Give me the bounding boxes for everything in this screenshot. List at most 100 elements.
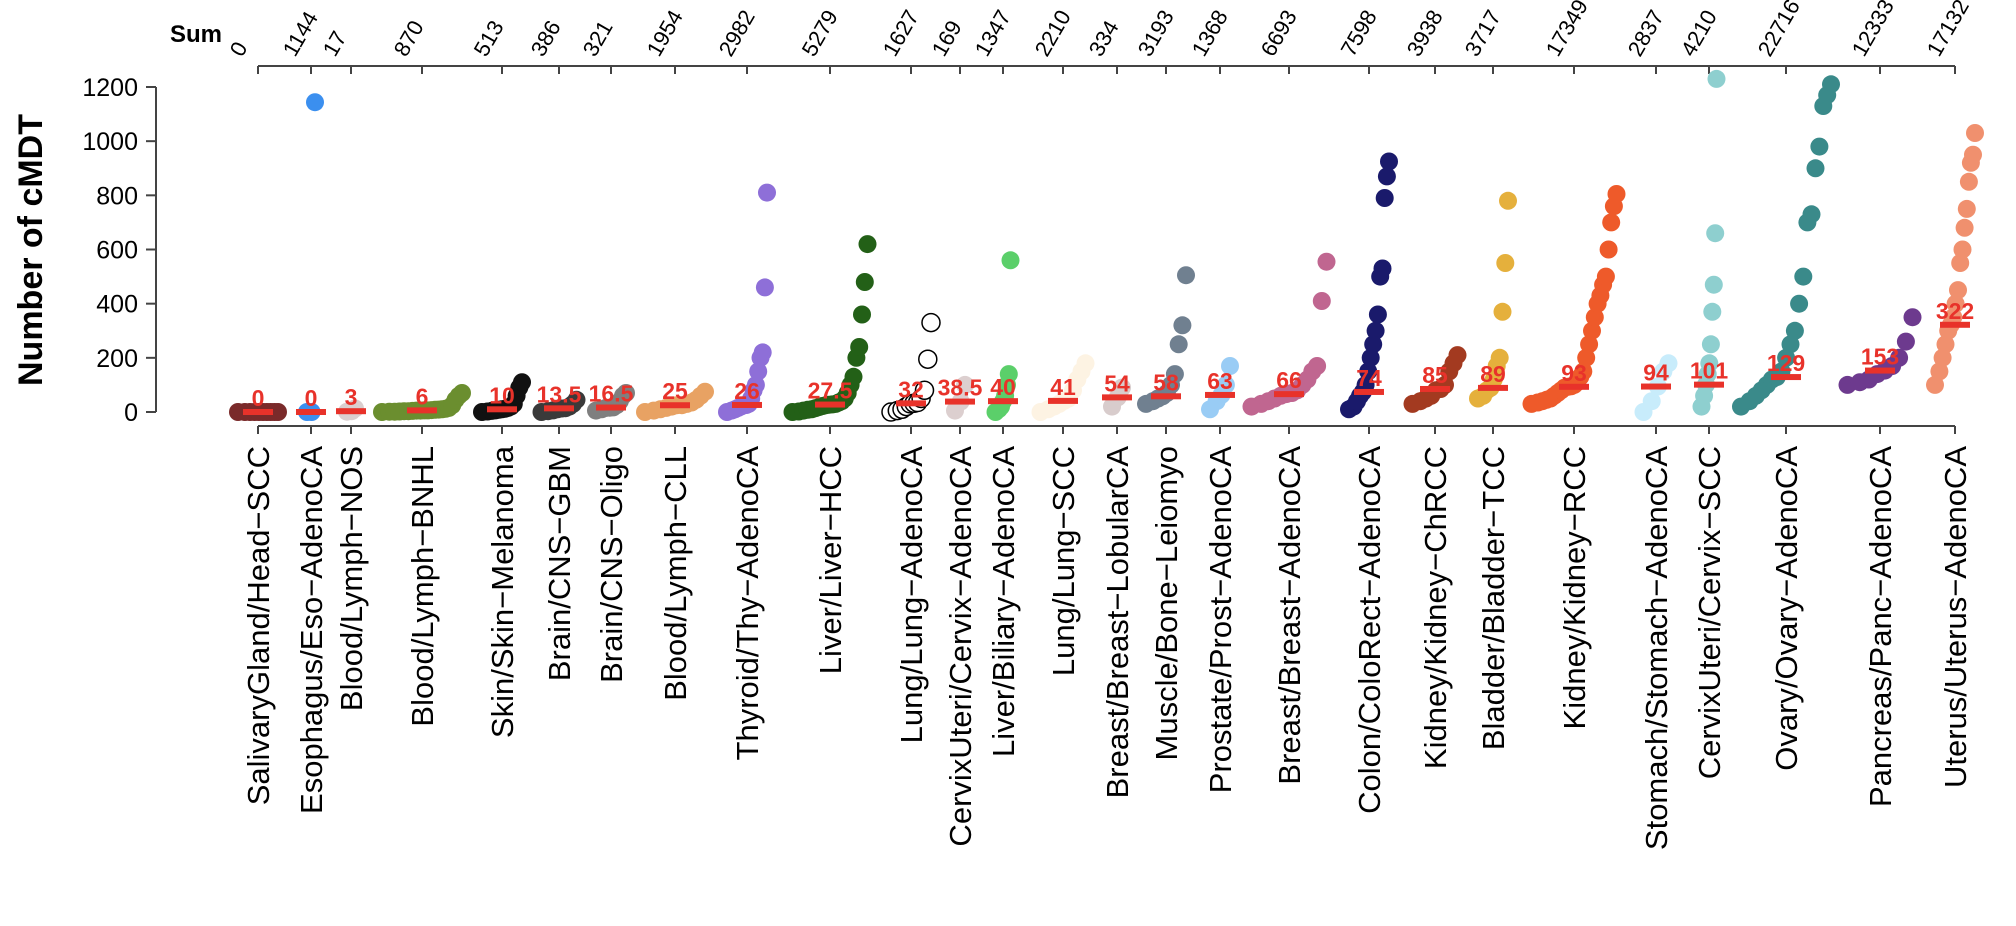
sum-label: 321 — [578, 16, 618, 60]
data-point — [746, 375, 765, 394]
data-point — [1361, 348, 1380, 367]
data-point — [1822, 75, 1840, 94]
group-24: 22716 129 Ovary/Ovary−AdenoCA — [1732, 0, 1840, 771]
data-point — [1574, 362, 1593, 381]
data-point — [1216, 375, 1235, 394]
category-label: Skin/Skin−Melanoma — [485, 445, 520, 738]
group-11: 169 38.5 CervixUteri/Cervix−AdenoCA — [927, 16, 983, 846]
median-label: 153 — [1861, 344, 1899, 370]
category-label: Blood/Lymph−CLL — [658, 446, 693, 701]
data-point — [858, 235, 877, 254]
data-point — [1777, 348, 1796, 367]
group-7: 1954 25 Blood/Lymph−CLL — [636, 6, 714, 701]
data-point — [1221, 357, 1239, 375]
group-8: 2982 26 Thyroid/Thy−AdenoCA — [714, 6, 776, 761]
sum-label: 2210 — [1030, 6, 1076, 61]
median-label: 41 — [1050, 374, 1076, 400]
data-point — [1499, 191, 1517, 210]
sum-label: 6693 — [1256, 6, 1302, 61]
y-tick-label: 0 — [124, 399, 138, 427]
data-point — [1596, 267, 1615, 286]
data-point — [1577, 348, 1596, 367]
category-label: Lung/Lung−SCC — [1046, 446, 1081, 676]
data-point — [1165, 365, 1184, 384]
category-label: Liver/Liver−HCC — [813, 446, 848, 674]
median-bar — [1940, 321, 1970, 328]
category-label: SalivaryGland/Head−SCC — [241, 446, 276, 805]
y-tick-label: 400 — [96, 291, 138, 319]
data-point — [1375, 189, 1394, 207]
y-tick-label: 1000 — [82, 128, 138, 156]
data-point — [1944, 308, 1963, 327]
data-point — [1359, 362, 1378, 381]
data-point — [513, 373, 531, 392]
median-label: 63 — [1207, 368, 1233, 394]
group-26: 17132 322 Uterus/Uterus−AdenoCA — [1922, 0, 1984, 788]
data-point — [1607, 185, 1626, 203]
data-point — [755, 278, 774, 297]
median-bar — [1865, 367, 1895, 374]
sum-label: 1144 — [278, 7, 323, 60]
data-point — [921, 312, 941, 333]
y-tick-label: 600 — [96, 237, 138, 265]
data-point — [1700, 354, 1719, 373]
category-label: Thyroid/Thy−AdenoCA — [730, 446, 765, 761]
category-label: Blood/Lymph−BNHL — [405, 446, 440, 727]
group-17: 6693 66 Breast/Breast−AdenoCA — [1242, 6, 1336, 785]
group-23: 4210 101 CervixUteri/Cervix−SCC — [1676, 6, 1729, 780]
data-point — [1959, 172, 1978, 191]
groups: 0 0 SalivaryGland/Head−SCC 1144 0 Esophagus/E… — [225, 0, 1984, 850]
median-bar — [1478, 384, 1508, 391]
data-point — [1380, 152, 1398, 171]
data-point — [1955, 218, 1974, 237]
data-point — [1448, 346, 1467, 365]
data-point — [749, 362, 768, 381]
data-point — [1785, 321, 1804, 340]
data-point — [1903, 308, 1922, 327]
data-point — [1602, 213, 1621, 232]
median-bar — [1641, 383, 1671, 390]
data-point — [617, 384, 635, 402]
data-point — [918, 349, 938, 369]
category-label: Blood/Lymph−NOS — [334, 446, 369, 711]
data-point — [1781, 335, 1800, 354]
category-label: Esophagus/Eso−AdenoCA — [294, 446, 329, 814]
sum-label: 4210 — [1676, 6, 1722, 61]
median-label: 3 — [345, 384, 358, 410]
median-bar — [487, 406, 517, 413]
category-label: Prostate/Prost−AdenoCA — [1203, 446, 1238, 794]
median-label: 6 — [416, 383, 429, 409]
category-label: Breast/Breast−AdenoCA — [1272, 446, 1307, 785]
median-label: 10 — [489, 382, 515, 408]
median-bar — [896, 400, 926, 407]
data-point — [1810, 137, 1829, 156]
sum-label: 334 — [1084, 16, 1124, 60]
median-label: 0 — [305, 385, 318, 411]
sum-label: 0 — [225, 37, 253, 60]
group-13: 2210 41 Lung/Lung−SCC — [1030, 6, 1095, 676]
median-bar — [1354, 388, 1384, 395]
median-bar — [988, 398, 1018, 405]
median-bar — [1274, 391, 1304, 398]
median-bar — [945, 398, 975, 405]
median-label: 25 — [662, 378, 688, 404]
data-point — [1949, 281, 1967, 300]
median-label: 94 — [1643, 360, 1669, 386]
median-label: 13.5 — [537, 381, 582, 407]
data-point — [453, 384, 471, 402]
category-label: Liver/Biliary−AdenoCA — [986, 446, 1021, 757]
data-point — [1642, 392, 1661, 411]
sum-label: 870 — [389, 16, 429, 60]
data-point — [1113, 378, 1131, 397]
median-bar — [336, 408, 366, 415]
sum-label: 17 — [318, 27, 352, 61]
category-label: Pancreas/Panc−AdenoCA — [1863, 446, 1898, 807]
median-bar — [243, 409, 273, 415]
data-point — [1707, 69, 1726, 88]
data-point — [999, 365, 1018, 384]
category-label: Colon/ColoRect−AdenoCA — [1352, 446, 1387, 814]
median-bar — [1559, 383, 1589, 390]
data-point — [1583, 321, 1601, 340]
median-label: 89 — [1480, 361, 1506, 387]
